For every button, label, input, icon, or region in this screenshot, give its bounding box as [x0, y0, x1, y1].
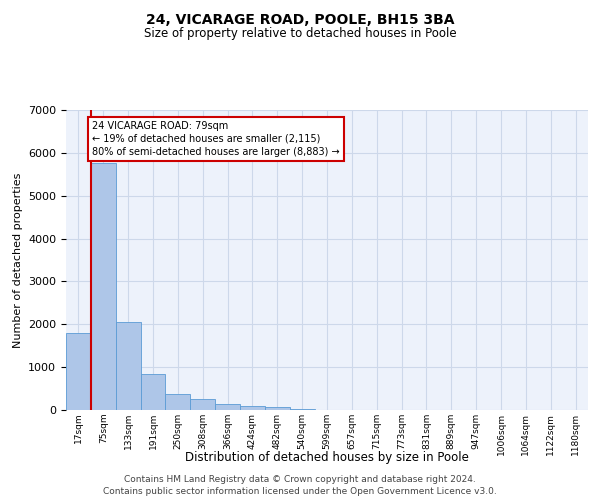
Bar	[91, 163, 116, 410]
Text: Contains public sector information licensed under the Open Government Licence v3: Contains public sector information licen…	[103, 486, 497, 496]
Text: Distribution of detached houses by size in Poole: Distribution of detached houses by size …	[185, 451, 469, 464]
Text: 24 VICARAGE ROAD: 79sqm
← 19% of detached houses are smaller (2,115)
80% of semi: 24 VICARAGE ROAD: 79sqm ← 19% of detache…	[92, 120, 340, 157]
Bar	[116, 322, 140, 410]
Text: Contains HM Land Registry data © Crown copyright and database right 2024.: Contains HM Land Registry data © Crown c…	[124, 474, 476, 484]
Bar	[66, 333, 91, 410]
Bar	[240, 406, 265, 410]
Bar	[215, 404, 240, 410]
Bar	[265, 406, 290, 410]
Bar	[290, 408, 314, 410]
Bar	[166, 394, 190, 410]
Y-axis label: Number of detached properties: Number of detached properties	[13, 172, 23, 348]
Bar	[140, 374, 166, 410]
Bar	[190, 400, 215, 410]
Text: Size of property relative to detached houses in Poole: Size of property relative to detached ho…	[143, 28, 457, 40]
Text: 24, VICARAGE ROAD, POOLE, BH15 3BA: 24, VICARAGE ROAD, POOLE, BH15 3BA	[146, 12, 454, 26]
